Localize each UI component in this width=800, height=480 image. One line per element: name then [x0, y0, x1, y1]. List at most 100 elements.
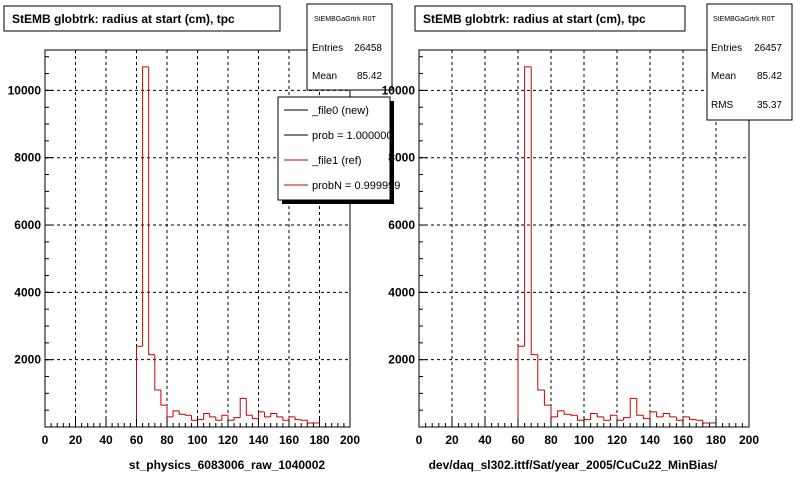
- histogram-bin: [675, 416, 683, 421]
- stats-header: StEMBGaGrtrk R0T: [713, 16, 776, 23]
- histogram-right: StEMB globtrk: radius at start (cm), tpc…: [382, 3, 793, 472]
- x-tick-label: 40: [99, 433, 113, 447]
- histogram-bin: [689, 416, 697, 421]
- histogram-bin: [190, 415, 198, 421]
- axis-ticks: 0 20 40 60 80 100 120 140 160 180 200 2000 4000 6000 8…: [8, 56, 360, 447]
- histogram-bin: [642, 415, 650, 420]
- x-tick-label: 20: [445, 433, 459, 447]
- x-tick-label: 140: [640, 433, 660, 447]
- histogram-bin: [251, 415, 259, 420]
- x-tick-label: 160: [673, 433, 693, 447]
- histogram-bin: [233, 417, 241, 421]
- grid-lines: [419, 50, 749, 427]
- stats-mean-label: Mean: [711, 71, 736, 82]
- stats-entries-value: 26458: [354, 43, 382, 54]
- y-tick-label: 4000: [14, 285, 41, 299]
- stats-rms-label: RMS: [711, 100, 734, 111]
- histogram-bin: [221, 414, 228, 421]
- histogram-bin: [550, 405, 558, 418]
- histogram-bin: [715, 422, 723, 428]
- histogram-bin: [136, 345, 143, 427]
- x-tick-label: 80: [544, 433, 558, 447]
- histogram-bin: [609, 414, 617, 421]
- legend-box: [277, 96, 391, 201]
- stats-entries-label: Entries: [711, 43, 742, 54]
- y-tick-label: 4000: [388, 285, 415, 299]
- histogram-bin: [616, 415, 624, 421]
- x-tick-label: 80: [160, 433, 174, 447]
- histogram-bin: [319, 422, 326, 428]
- y-tick-label: 8000: [388, 151, 415, 165]
- histogram-bin: [276, 413, 283, 418]
- x-tick-label: 20: [69, 433, 83, 447]
- histogram-title-box: [414, 5, 686, 32]
- y-tick-label: 10000: [8, 83, 42, 97]
- histogram-bin: [695, 419, 703, 421]
- histogram-bin: [530, 66, 538, 356]
- histogram-bin: [294, 416, 302, 421]
- x-axis-caption: st_physics_6083006_raw_1040002: [129, 458, 325, 472]
- stats-mean-label: Mean: [312, 71, 337, 82]
- histogram-bin: [649, 411, 657, 419]
- histogram-bin: [656, 411, 664, 418]
- x-tick-label: 180: [309, 433, 329, 447]
- x-tick-label: 100: [574, 433, 594, 447]
- histogram-bin: [517, 345, 525, 427]
- stats-mean-value: 85.42: [757, 71, 782, 82]
- histogram-bin: [148, 66, 155, 356]
- stats-header: StEMBGaGrtrk R0T: [314, 16, 377, 23]
- y-tick-label: 6000: [14, 218, 41, 232]
- histogram-bin: [306, 420, 314, 424]
- histogram-bin: [590, 413, 598, 420]
- x-tick-label: 40: [478, 433, 492, 447]
- histogram-bin: [154, 354, 161, 391]
- legend-label-probn: probN = 0.999999: [312, 180, 400, 192]
- histogram-bin: [543, 389, 551, 406]
- histogram-bin: [563, 410, 571, 415]
- histogram-bin: [682, 416, 690, 421]
- histogram-bin: [203, 413, 210, 420]
- y-tick-label: 2000: [14, 353, 41, 367]
- y-tick-label: 8000: [14, 151, 41, 165]
- histogram-bin: [184, 414, 192, 416]
- histogram-bin: [537, 354, 545, 391]
- histogram-bin: [662, 413, 670, 417]
- x-tick-label: 60: [511, 433, 525, 447]
- legend-label-new: _file0 (new): [311, 105, 369, 117]
- histogram-bin: [702, 420, 710, 424]
- histogram-bin: [570, 414, 578, 416]
- stats-entries-label: Entries: [312, 43, 343, 54]
- histogram-bin: [623, 417, 631, 421]
- y-tick-label: 10000: [382, 83, 416, 97]
- histogram-bin: [172, 410, 180, 417]
- axis-ticks: 0 20 40 60 80 100 120 140 160 180 200 2000 4000 6000 8…: [382, 56, 759, 447]
- histogram-bin: [178, 410, 186, 415]
- legend-label-ref: _file1 (ref): [311, 155, 362, 167]
- histogram-bars: [419, 66, 749, 428]
- histogram-bin: [288, 416, 296, 421]
- histogram-bin: [166, 405, 174, 418]
- histogram-bin: [209, 413, 216, 418]
- histogram-bin: [636, 398, 644, 416]
- x-tick-label: 120: [218, 433, 238, 447]
- histogram-bin: [160, 389, 167, 406]
- histogram-bin: [264, 411, 271, 418]
- histogram-bin: [197, 419, 204, 421]
- histogram-bin: [258, 411, 265, 419]
- x-tick-label: 120: [607, 433, 627, 447]
- histogram-left: StEMB globtrk: radius at start (cm), tpc…: [3, 3, 400, 472]
- stats-entries-value: 26457: [754, 43, 782, 54]
- histogram-bin: [227, 415, 235, 421]
- histogram-bin: [557, 410, 565, 417]
- stats-box: [306, 3, 393, 91]
- stats-mean-value: 85.42: [357, 71, 382, 82]
- y-tick-label: 6000: [388, 218, 415, 232]
- histogram-bin: [282, 416, 289, 421]
- stats-rms-value: 35.37: [757, 100, 782, 111]
- y-tick-label: 2000: [388, 353, 415, 367]
- histogram-title: StEMB globtrk: radius at start (cm), tpc: [423, 12, 646, 26]
- x-tick-label: 180: [706, 433, 726, 447]
- x-axis-caption: dev/daq_sl302.ittf/Sat/year_2005/CuCu22_…: [429, 458, 718, 472]
- histogram-bin: [576, 415, 584, 421]
